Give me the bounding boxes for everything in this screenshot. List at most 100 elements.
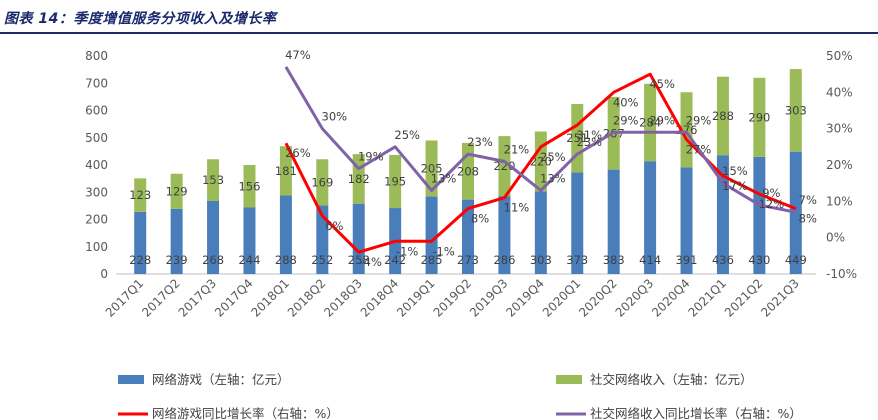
social-growth-label: 15%: [722, 164, 748, 178]
y-right-tick-label: 0%: [826, 231, 845, 245]
games-growth-label: 26%: [285, 146, 311, 160]
social-bar: [716, 76, 729, 156]
social-value-label: 220: [493, 159, 515, 173]
title-divider: [0, 32, 878, 34]
social-growth-line: [284, 66, 797, 214]
social-bar: [498, 136, 511, 197]
y-right-tick-label: 50%: [826, 49, 853, 63]
games-bar: [352, 203, 365, 274]
social-growth-label: 19%: [358, 150, 384, 164]
games-value-label: 268: [202, 253, 224, 267]
x-tick-label: 2017Q3: [176, 276, 220, 320]
y-right-tick-label: 40%: [826, 85, 853, 99]
games-value-label: 449: [785, 253, 807, 267]
social-growth-label: 23%: [467, 135, 493, 149]
x-tick-label: 2017Q1: [103, 276, 147, 320]
social-bar: [316, 159, 329, 206]
social-value-label: 205: [421, 161, 443, 175]
games-growth-label: 45%: [649, 77, 675, 91]
legend-social-growth-label: 社交网络收入同比增长率（右轴：%）: [590, 406, 802, 420]
games-bar: [462, 199, 474, 274]
social-value-label: 153: [202, 173, 224, 187]
x-tick-label: 2020Q2: [576, 276, 620, 320]
x-tick-label: 2017Q4: [212, 276, 256, 320]
social-value-label: 288: [712, 109, 734, 123]
social-growth-label: 7%: [799, 193, 817, 207]
games-bar: [534, 191, 547, 274]
social-growth-label: 25%: [394, 128, 420, 142]
games-bar: [316, 205, 329, 274]
social-bar: [753, 77, 766, 157]
x-tick-label: 2019Q4: [503, 276, 547, 320]
social-growth-label: 29%: [613, 113, 639, 127]
games-value-label: 252: [311, 253, 333, 267]
social-bar: [425, 140, 438, 197]
y-right-tick-label: 30%: [826, 122, 853, 136]
games-bar: [644, 161, 657, 274]
y-left-tick-label: 0: [100, 267, 108, 281]
games-value-label: 373: [566, 253, 588, 267]
y-left-tick-label: 400: [85, 158, 108, 172]
x-tick-label: 2019Q2: [431, 276, 475, 320]
social-value-label: 303: [785, 103, 807, 117]
social-value-label: 290: [748, 110, 770, 124]
social-value-label: 195: [384, 174, 406, 188]
games-growth-label: -4%: [360, 255, 382, 269]
games-value-label: 285: [421, 253, 443, 267]
games-value-label: 391: [676, 253, 698, 267]
social-bar: [644, 83, 657, 162]
social-value-label: 208: [457, 164, 479, 178]
x-tick-label: 2018Q3: [321, 276, 365, 320]
x-tick-label: 2020Q4: [649, 276, 693, 320]
legend-games-label: 网络游戏（左轴：亿元）: [152, 372, 290, 387]
games-growth-label: 12%: [759, 197, 785, 211]
games-value-label: 273: [457, 253, 479, 267]
y-left-tick-label: 200: [85, 213, 108, 227]
games-bar: [753, 156, 766, 274]
y-left-tick-label: 500: [85, 131, 108, 145]
social-value-label: 181: [275, 164, 297, 178]
games-growth-label: 8%: [471, 212, 489, 226]
social-value-label: 169: [311, 175, 333, 189]
x-tick-label: 2021Q2: [722, 276, 766, 320]
y-left-tick-label: 700: [85, 76, 108, 90]
games-growth-label: 25%: [540, 150, 566, 164]
games-bar: [134, 211, 147, 274]
y-left-tick-label: 100: [85, 240, 108, 254]
social-growth-label: 13%: [540, 171, 566, 185]
x-tick-label: 2019Q1: [394, 276, 438, 320]
x-tick-label: 2018Q4: [358, 276, 402, 320]
games-value-label: 430: [748, 253, 770, 267]
games-value-label: 258: [348, 253, 370, 267]
social-value-label: 123: [129, 188, 151, 202]
legend-social-label: 社交网络收入（左轴：亿元）: [590, 372, 753, 387]
social-bar: [243, 165, 256, 208]
y-right-tick-label: -10%: [826, 267, 857, 281]
social-bar: [789, 69, 802, 152]
social-value-label: 182: [348, 172, 370, 186]
games-growth-label: 17%: [722, 179, 748, 193]
social-growth-label: 9%: [762, 186, 780, 200]
legend-social-swatch: [556, 375, 582, 384]
social-bar: [279, 146, 292, 196]
legend-games-growth-label: 网络游戏同比增长率（右轴：%）: [152, 406, 339, 420]
legend-games-swatch: [118, 375, 144, 384]
games-bar: [170, 208, 183, 274]
x-tick-label: 2020Q1: [540, 276, 584, 320]
games-value-label: 242: [384, 253, 406, 267]
games-value-label: 436: [712, 253, 734, 267]
social-bar: [134, 178, 147, 212]
social-bar: [680, 92, 693, 168]
social-bar: [207, 159, 220, 201]
games-value-label: 383: [603, 253, 625, 267]
x-tick-label: 2018Q2: [285, 276, 329, 320]
games-growth-label: 6%: [325, 219, 343, 233]
games-growth-label: 27%: [686, 143, 712, 157]
games-growth-label: 40%: [613, 95, 639, 109]
games-value-label: 244: [238, 253, 260, 267]
y-left-tick-label: 800: [85, 49, 108, 63]
games-bar: [207, 200, 220, 274]
games-bar: [607, 169, 620, 274]
games-value-label: 239: [166, 253, 188, 267]
